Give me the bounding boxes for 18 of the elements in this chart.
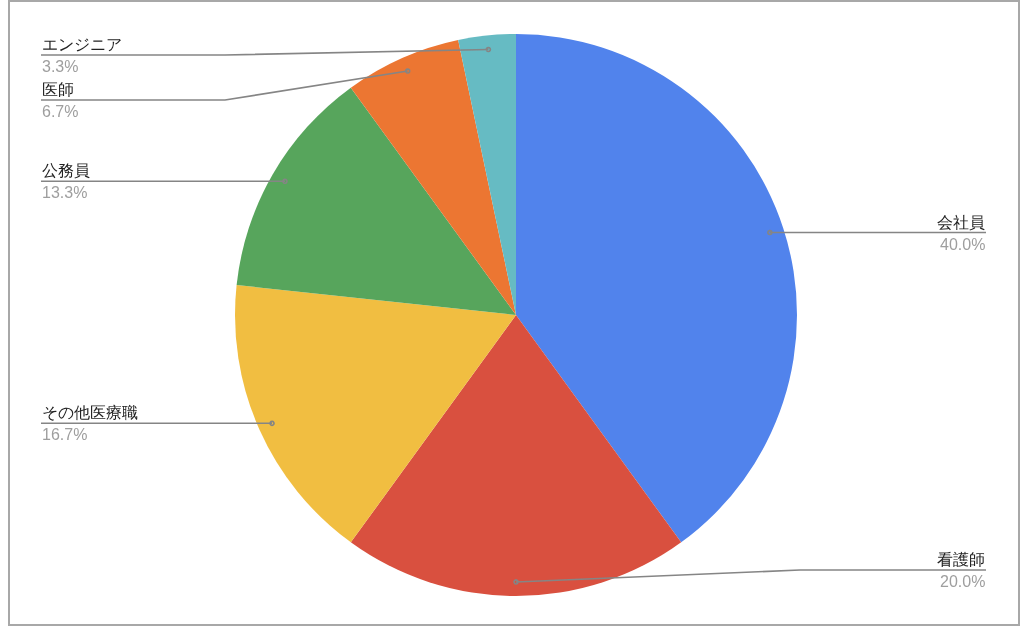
pie-slice [350,315,682,596]
pie-slice [458,34,516,315]
data-label: 16.7% [42,426,88,443]
slice-label: 公務員 [42,162,90,179]
pie-slice [236,87,516,315]
data-label: 40.0% [940,236,986,253]
pie-slice [350,40,516,315]
slice-label: エンジニア [42,36,122,53]
data-label: 20.0% [940,573,986,590]
slice-label: 看護師 [937,551,985,568]
pie-slice [235,285,516,543]
slice-label: 会社員 [937,214,985,231]
data-label: 3.3% [42,58,79,75]
pie-slice [516,34,797,543]
slice-label: その他医療職 [42,404,138,421]
slice-label: 医師 [42,81,74,98]
data-label: 6.7% [42,103,79,120]
data-label: 13.3% [42,184,88,201]
